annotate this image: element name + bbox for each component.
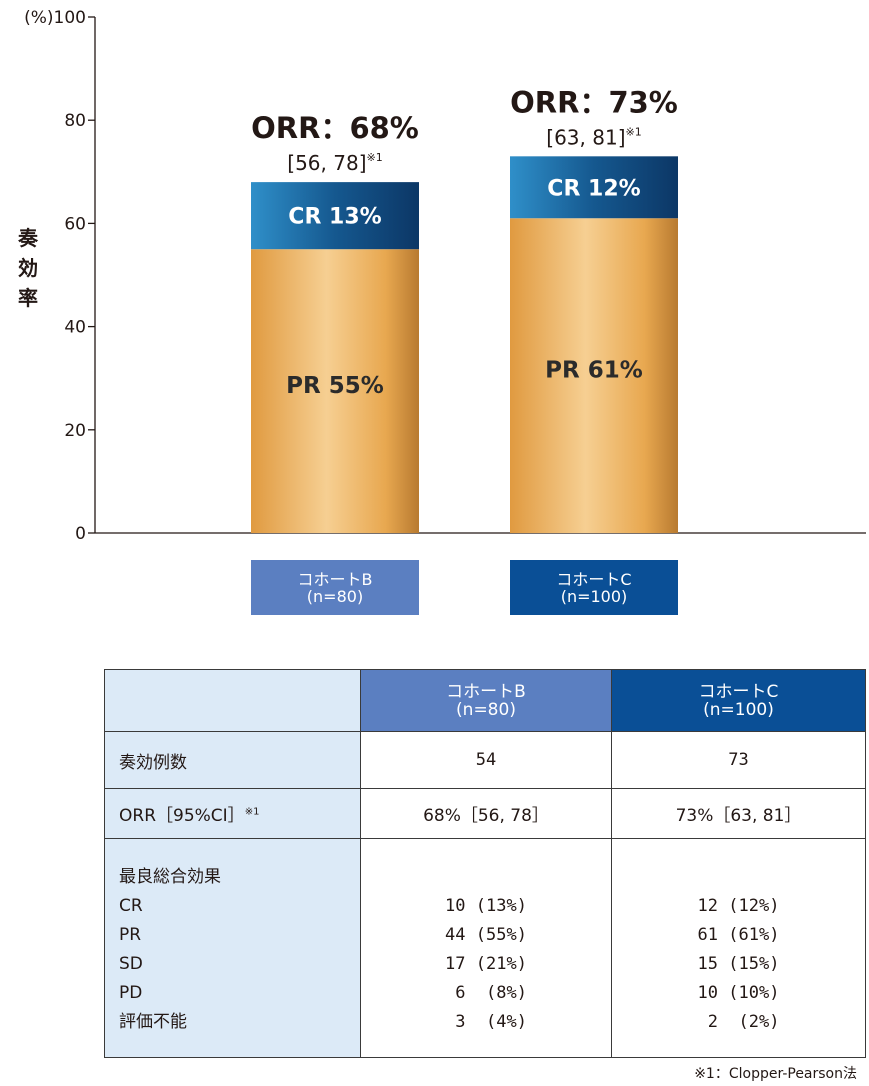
header-b-name: コホートB <box>446 681 526 702</box>
best-overall-labels: 最良総合効果 CR PR SD PD 評価不能 <box>104 838 361 1058</box>
cohort-b-n: (n=80) <box>306 586 364 606</box>
header-b-n: (n=80) <box>456 699 516 720</box>
header-cohort-c: コホートC (n=100) <box>611 669 866 732</box>
label-pr: PR <box>119 924 142 945</box>
cohort-c-name: コホートC <box>556 569 632 589</box>
c-cr: 12 (12%) <box>697 895 780 916</box>
header-c-n: (n=100) <box>703 699 774 720</box>
b-sd: 17 (21%) <box>445 953 527 974</box>
bar-cr-segment <box>251 182 419 250</box>
ci-footnote-mark: ※1 <box>367 151 383 164</box>
row-response-c: 73 <box>611 731 866 789</box>
header-c-name: コホートC <box>698 681 779 702</box>
table-header-row: コホートB (n=80) コホートC (n=100) <box>104 669 866 732</box>
y-tick-label: 80 <box>64 111 86 131</box>
table-row: 最良総合効果 CR PR SD PD 評価不能 10 (13%) 44 (55%… <box>104 838 866 1058</box>
cr-segment-label: CR 12% <box>547 176 640 201</box>
pr-segment-label: PR 55% <box>286 373 384 399</box>
table-row: 奏効例数 54 73 <box>104 731 866 789</box>
y-tick-label: 0 <box>75 524 86 540</box>
y-tick-label: 60 <box>64 214 86 234</box>
table-row: ORR［95%CI］※1 68%［56, 78］ 73%［63, 81］ <box>104 788 866 839</box>
results-table: コホートB (n=80) コホートC (n=100) 奏効例数 54 73 OR… <box>104 669 866 1058</box>
y-tick-label: (%)100 <box>24 8 86 28</box>
row-orr-b: 68%［56, 78］ <box>360 788 612 839</box>
cohort-c-n: (n=100) <box>560 586 628 606</box>
bar-cr-segment <box>510 156 678 219</box>
ci-footnote-mark: ※1 <box>626 125 642 138</box>
pr-segment-label: PR 61% <box>545 358 643 384</box>
row-response-b: 54 <box>360 731 612 789</box>
label-cr: CR <box>119 895 143 916</box>
label-sd: SD <box>119 953 143 974</box>
y-axis-label-char: 率 <box>18 286 38 310</box>
bar-labels: CR 13% PR 55% ORR：68% [56, 78]※1 CR 12% PR 61… <box>251 85 678 399</box>
row-orr-note: ※1 <box>244 806 260 818</box>
orr-label: ORR：73% <box>510 85 678 119</box>
y-axis-label-char: 奏 <box>17 226 39 250</box>
row-orr-label: ORR［95%CI］ <box>119 806 245 826</box>
c-ne: 2 (2%) <box>697 1011 780 1032</box>
c-pd: 10 (10%) <box>697 982 780 1003</box>
bar-pr-segment <box>510 218 678 534</box>
cohort-c-label: コホートC (n=100) <box>510 560 678 615</box>
cohort-b-name: コホートB <box>297 569 373 589</box>
best-overall-title: 最良総合効果 <box>119 866 221 887</box>
header-blank-cell <box>104 669 361 732</box>
orr-label: ORR：68% <box>251 111 419 145</box>
y-axis: 0 20 40 60 80 (%)100 奏効率 <box>17 8 866 540</box>
best-overall-b: 10 (13%) 44 (55%) 17 (21%) 6 (8%) 3 (4%) <box>360 838 612 1058</box>
best-overall-c: 12 (12%) 61 (61%) 15 (15%) 10 (10%) 2 (2… <box>611 838 866 1058</box>
b-pr: 44 (55%) <box>445 924 527 945</box>
ci-label: [63, 81]※1 <box>546 125 641 149</box>
b-pd: 6 (8%) <box>445 982 527 1003</box>
label-ne: 評価不能 <box>119 1011 187 1032</box>
c-pr: 61 (61%) <box>697 924 780 945</box>
y-axis-label-char: 効 <box>18 256 38 280</box>
row-orr-c: 73%［63, 81］ <box>611 788 866 839</box>
y-tick-label: 40 <box>64 318 86 338</box>
c-sd: 15 (15%) <box>697 953 780 974</box>
cr-segment-label: CR 13% <box>288 205 381 230</box>
cohort-b-label: コホートB (n=80) <box>251 560 419 615</box>
footnote: ※1：Clopper-Pearson法 <box>694 1066 857 1082</box>
bars <box>251 156 678 534</box>
chart: 0 20 40 60 80 (%)100 奏効率 CR 13% PR 55% ORR：68% [5… <box>17 8 866 540</box>
label-pd: PD <box>119 982 143 1003</box>
b-cr: 10 (13%) <box>445 895 527 916</box>
ci-label: [56, 78]※1 <box>287 151 382 175</box>
row-orr-label-cell: ORR［95%CI］※1 <box>104 788 361 839</box>
bar-pr-segment <box>251 249 419 533</box>
b-ne: 3 (4%) <box>445 1011 527 1032</box>
y-tick-label: 20 <box>64 421 86 441</box>
row-response-label: 奏効例数 <box>104 731 361 789</box>
header-cohort-b: コホートB (n=80) <box>360 669 612 732</box>
